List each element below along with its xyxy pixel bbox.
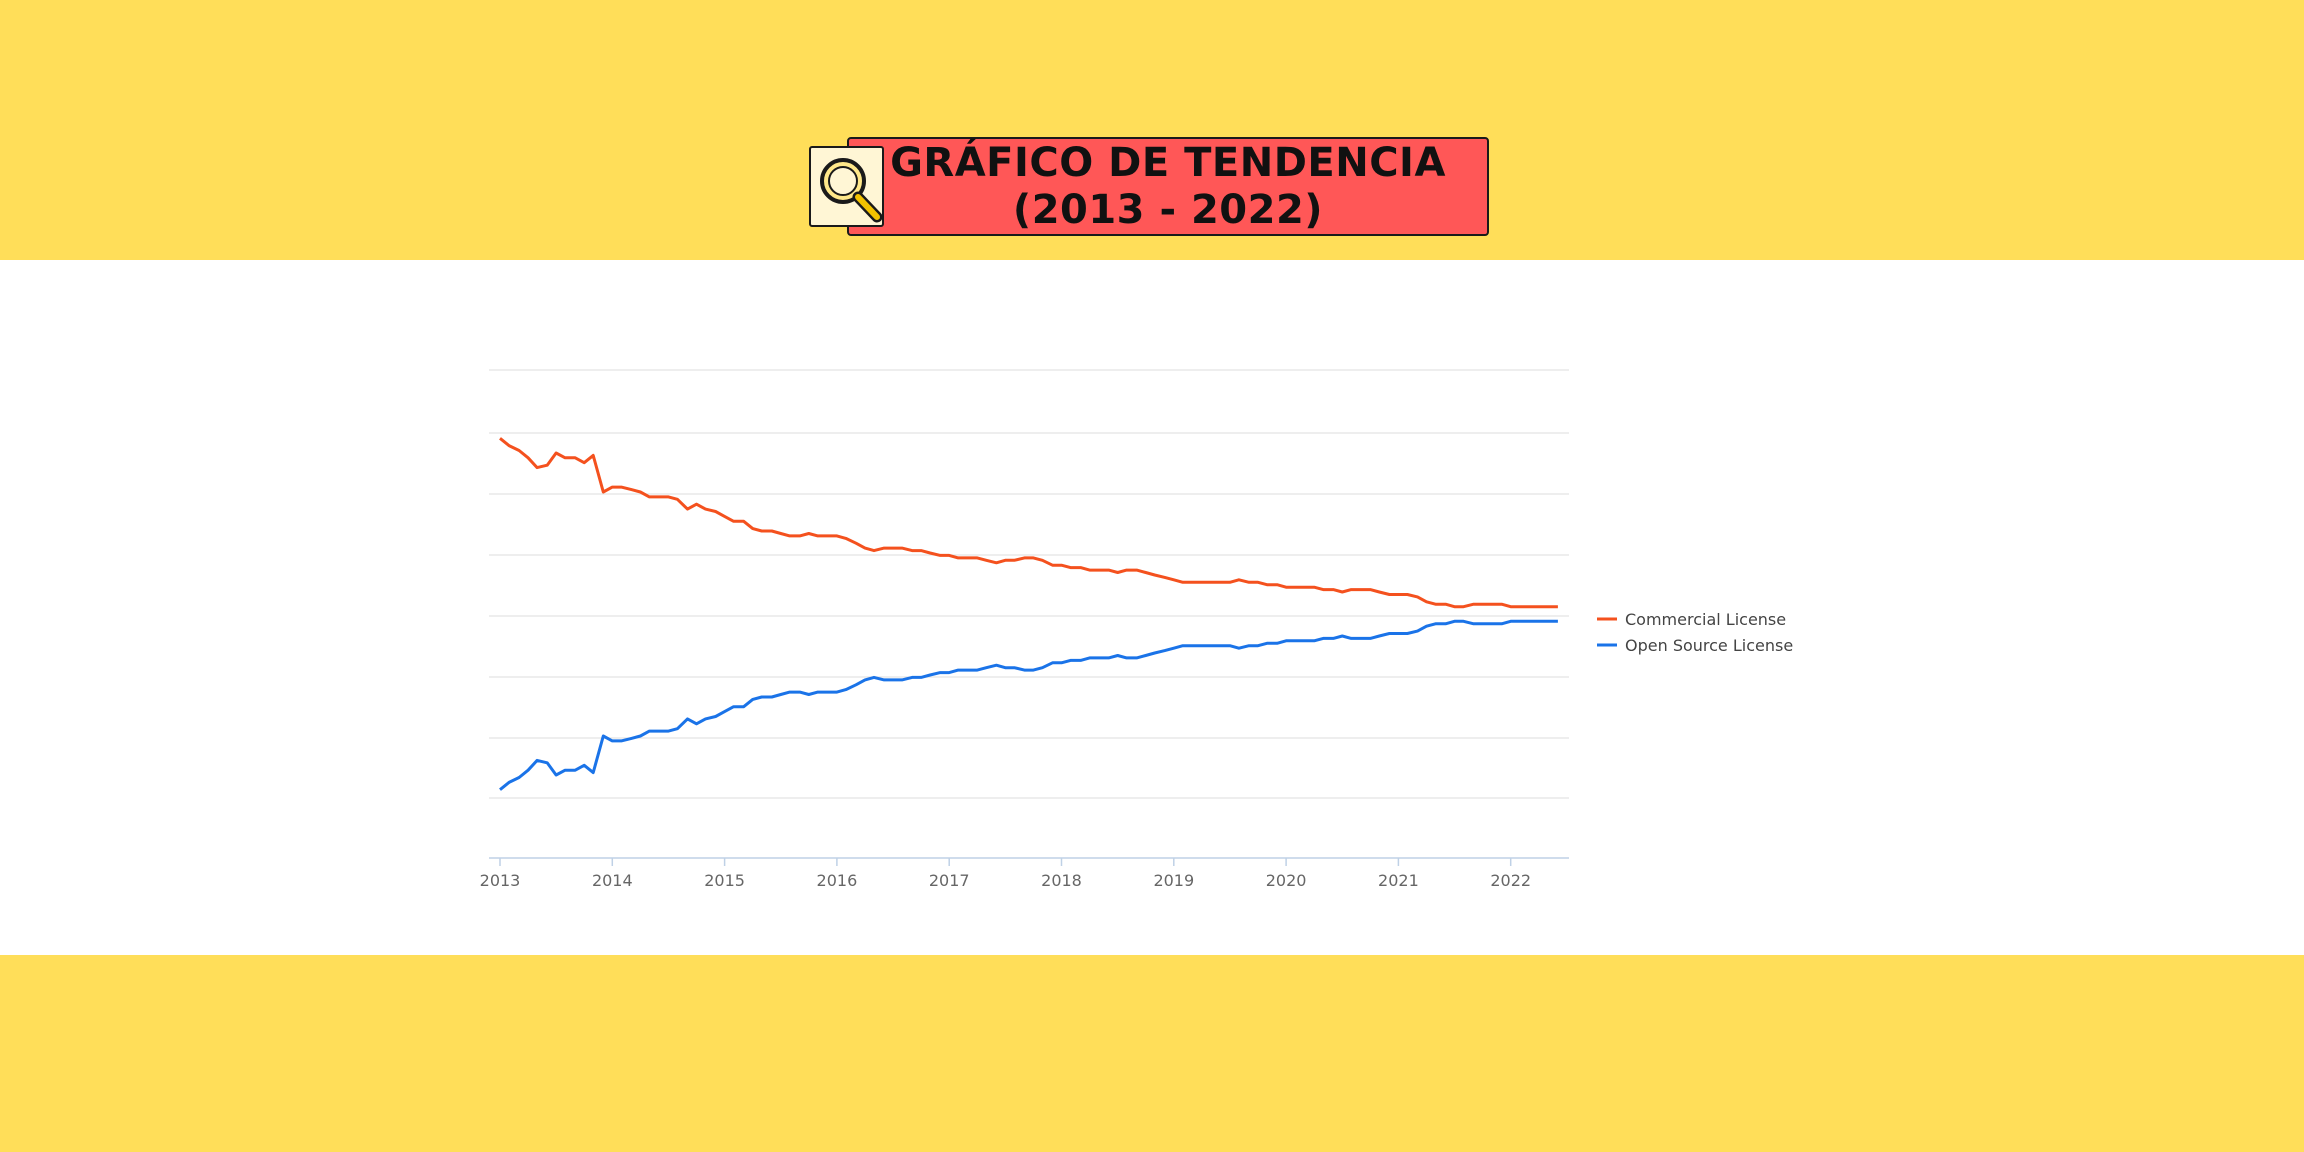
x-tick-label: 2014 [592,871,633,890]
x-tick-label: 2019 [1153,871,1194,890]
legend-label: Open Source License [1625,636,1793,655]
series-commercial-line [499,437,1558,609]
x-tick-label: 2016 [817,871,858,890]
x-tick-label: 2015 [704,871,745,890]
grid-lines [489,369,1569,799]
x-axis: 2013 2014 2015 2016 2017 2018 2019 2020 2021 2022 [480,857,1569,890]
legend-label: Commercial License [1625,610,1786,629]
title-line-2: (2013 - 2022) [1012,186,1324,233]
x-tick-label: 2021 [1378,871,1419,890]
title-line-1: GRÁFICO DE TENDENCIA [890,139,1446,186]
x-tick-label: 2017 [929,871,970,890]
x-tick-label: 2020 [1266,871,1307,890]
title-box: GRÁFICO DE TENDENCIA (2013 - 2022) [847,137,1489,236]
series-open-source-line [499,619,1558,791]
bottom-banner [0,955,2304,1152]
magnifier-icon [809,146,884,227]
chart-panel [0,260,2304,955]
x-tick-label: 2018 [1041,871,1082,890]
x-tick-label: 2022 [1490,871,1531,890]
legend: Commercial License Open Source License [1597,610,1793,655]
series-lines [499,437,1558,791]
x-tick-label: 2013 [480,871,521,890]
